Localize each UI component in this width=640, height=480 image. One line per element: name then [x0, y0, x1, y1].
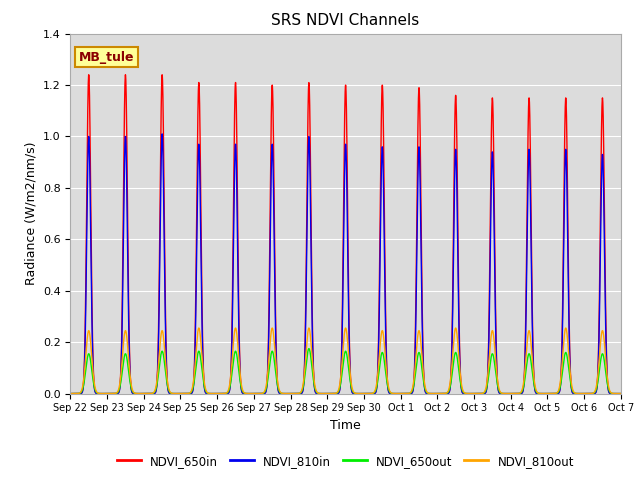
NDVI_810in: [278, 391, 285, 396]
NDVI_810in: [617, 391, 625, 396]
NDVI_650out: [277, 390, 285, 396]
NDVI_650in: [411, 351, 419, 357]
NDVI_650out: [411, 375, 419, 381]
NDVI_810out: [411, 368, 419, 374]
NDVI_810in: [564, 219, 572, 225]
Line: NDVI_810out: NDVI_810out: [70, 328, 621, 394]
NDVI_650in: [566, 359, 574, 365]
NDVI_810out: [566, 368, 574, 374]
NDVI_810in: [67, 391, 74, 396]
NDVI_650out: [617, 391, 625, 396]
NDVI_810in: [566, 365, 574, 371]
NDVI_650in: [132, 391, 140, 396]
NDVI_810out: [277, 390, 285, 396]
NDVI_650out: [67, 391, 74, 396]
X-axis label: Time: Time: [330, 419, 361, 432]
NDVI_650in: [85, 72, 93, 78]
NDVI_650in: [617, 391, 625, 396]
NDVI_810in: [411, 359, 419, 365]
NDVI_810out: [67, 391, 74, 396]
NDVI_810out: [132, 391, 140, 396]
NDVI_650in: [564, 183, 572, 189]
NDVI_650in: [278, 391, 285, 396]
Line: NDVI_650in: NDVI_650in: [70, 75, 621, 394]
NDVI_810out: [617, 391, 625, 396]
NDVI_650out: [305, 346, 313, 351]
NDVI_650out: [566, 376, 574, 382]
Text: MB_tule: MB_tule: [79, 50, 134, 63]
NDVI_650out: [132, 391, 140, 396]
NDVI_810out: [564, 335, 572, 341]
NDVI_650out: [564, 356, 572, 362]
NDVI_810out: [588, 391, 596, 396]
NDVI_810in: [158, 131, 166, 137]
Line: NDVI_810in: NDVI_810in: [70, 134, 621, 394]
NDVI_810in: [132, 391, 140, 396]
Legend: NDVI_650in, NDVI_810in, NDVI_650out, NDVI_810out: NDVI_650in, NDVI_810in, NDVI_650out, NDV…: [113, 450, 579, 472]
NDVI_650in: [588, 391, 596, 396]
NDVI_650out: [588, 391, 596, 396]
NDVI_810in: [588, 391, 596, 396]
Line: NDVI_650out: NDVI_650out: [70, 348, 621, 394]
Y-axis label: Radiance (W/m2/nm/s): Radiance (W/m2/nm/s): [24, 142, 37, 285]
NDVI_650in: [67, 391, 74, 396]
Title: SRS NDVI Channels: SRS NDVI Channels: [271, 13, 420, 28]
NDVI_810out: [562, 325, 570, 331]
